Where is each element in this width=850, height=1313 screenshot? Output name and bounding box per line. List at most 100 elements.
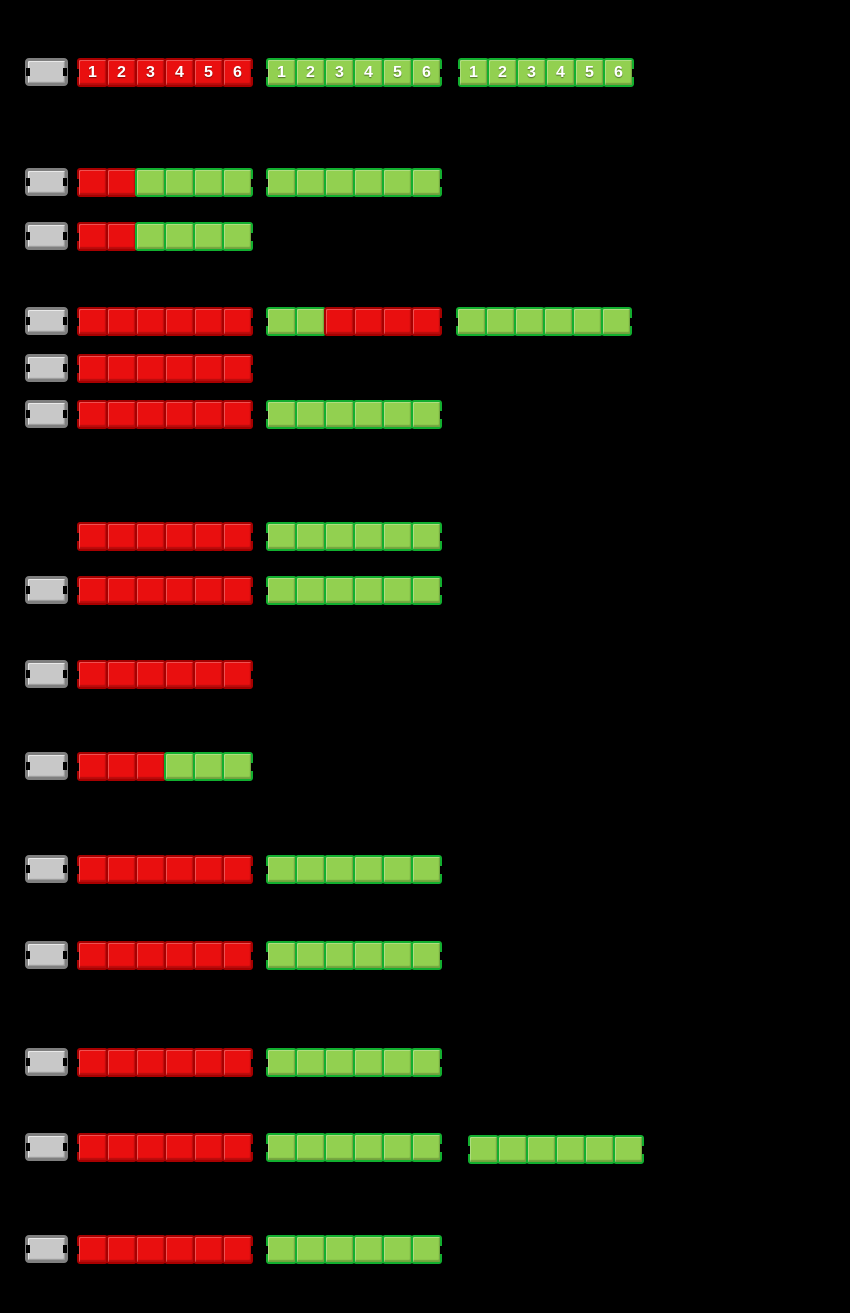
connector-notch-left [264,951,268,960]
green-cell [411,168,442,197]
connector-notch-left [264,1058,268,1067]
connector-notch-left [26,951,30,959]
green-cell [266,855,297,884]
block-row-1-group-2: 1 2 3 4 5 6 [264,58,444,87]
cell-number: 6 [233,63,242,81]
green-cell: 5 [382,58,413,87]
block-row-5 [0,354,850,384]
connector-notch-left [75,232,79,241]
block-row-2-group-2 [264,168,444,197]
red-cell [411,307,442,336]
red-cell [353,307,384,336]
block-row-11-group-2 [264,855,444,884]
green-cell [222,168,253,197]
block-row-4 [0,307,850,337]
connector-notch-right [251,670,255,679]
green-cell [295,855,326,884]
green-cell [497,1135,528,1164]
green-cell [353,855,384,884]
block-row-6-group-2 [264,400,444,429]
red-cell [193,522,224,551]
connector-notch-right [63,1143,67,1151]
green-cell [266,941,297,970]
connector-notch-right [251,364,255,373]
connector-notch-right [251,1058,255,1067]
green-cell [164,168,195,197]
block-row-4-group-1 [75,307,255,336]
block-row-12-group-2 [264,941,444,970]
cell-number: 3 [146,63,155,81]
green-cell [353,576,384,605]
cell-number: 5 [204,63,213,81]
red-cell [164,354,195,383]
red-cell [77,522,108,551]
block-row-13 [0,1048,850,1078]
block-row-6-group-1 [75,400,255,429]
green-cell [324,1235,355,1264]
red-cell [222,354,253,383]
start-block [25,1235,68,1263]
green-cell [295,1133,326,1162]
green-cell [514,307,545,336]
green-cell [266,1133,297,1162]
red-cell [222,400,253,429]
green-cell [382,400,413,429]
connector-notch-right [251,410,255,419]
block-row-14 [0,1133,850,1164]
connector-notch-right [440,68,444,77]
red-cell [77,168,108,197]
red-cell [77,354,108,383]
connector-notch-right [642,1145,646,1154]
connector-notch-left [454,317,458,326]
green-cell [411,941,442,970]
red-cell [77,752,108,781]
red-cell: 6 [222,58,253,87]
green-cell [382,1133,413,1162]
red-cell [106,576,137,605]
connector-notch-left [26,232,30,240]
cell-number: 2 [498,63,507,81]
red-cell [193,400,224,429]
green-cell [468,1135,499,1164]
red-cell [77,307,108,336]
red-cell [106,307,137,336]
green-cell [295,168,326,197]
connector-notch-right [63,178,67,186]
block-row-15-group-2 [264,1235,444,1264]
block-row-13-group-2 [264,1048,444,1077]
green-cell [295,1048,326,1077]
green-cell [266,576,297,605]
red-cell [164,522,195,551]
connector-notch-right [63,68,67,76]
green-cell [456,307,487,336]
red-cell [135,522,166,551]
green-cell [382,855,413,884]
connector-notch-right [251,1143,255,1152]
green-cell [411,400,442,429]
green-cell: 5 [574,58,605,87]
block-row-5-group-1 [75,354,255,383]
connector-notch-right [440,951,444,960]
connector-notch-left [75,586,79,595]
connector-notch-left [264,1245,268,1254]
block-row-15-group-1 [75,1235,255,1264]
connector-notch-left [264,865,268,874]
connector-notch-left [456,68,460,77]
green-cell [266,400,297,429]
red-cell [222,522,253,551]
block-row-12 [0,941,850,971]
green-cell [324,576,355,605]
red-cell [106,1235,137,1264]
red-cell [193,307,224,336]
start-block [25,58,68,86]
green-cell [295,1235,326,1264]
green-cell [584,1135,615,1164]
block-row-14-group-2 [264,1133,444,1162]
connector-notch-right [63,1245,67,1253]
start-block [25,222,68,250]
green-cell [295,941,326,970]
green-cell [353,522,384,551]
green-cell [324,1133,355,1162]
red-cell [135,1133,166,1162]
red-cell [193,1235,224,1264]
